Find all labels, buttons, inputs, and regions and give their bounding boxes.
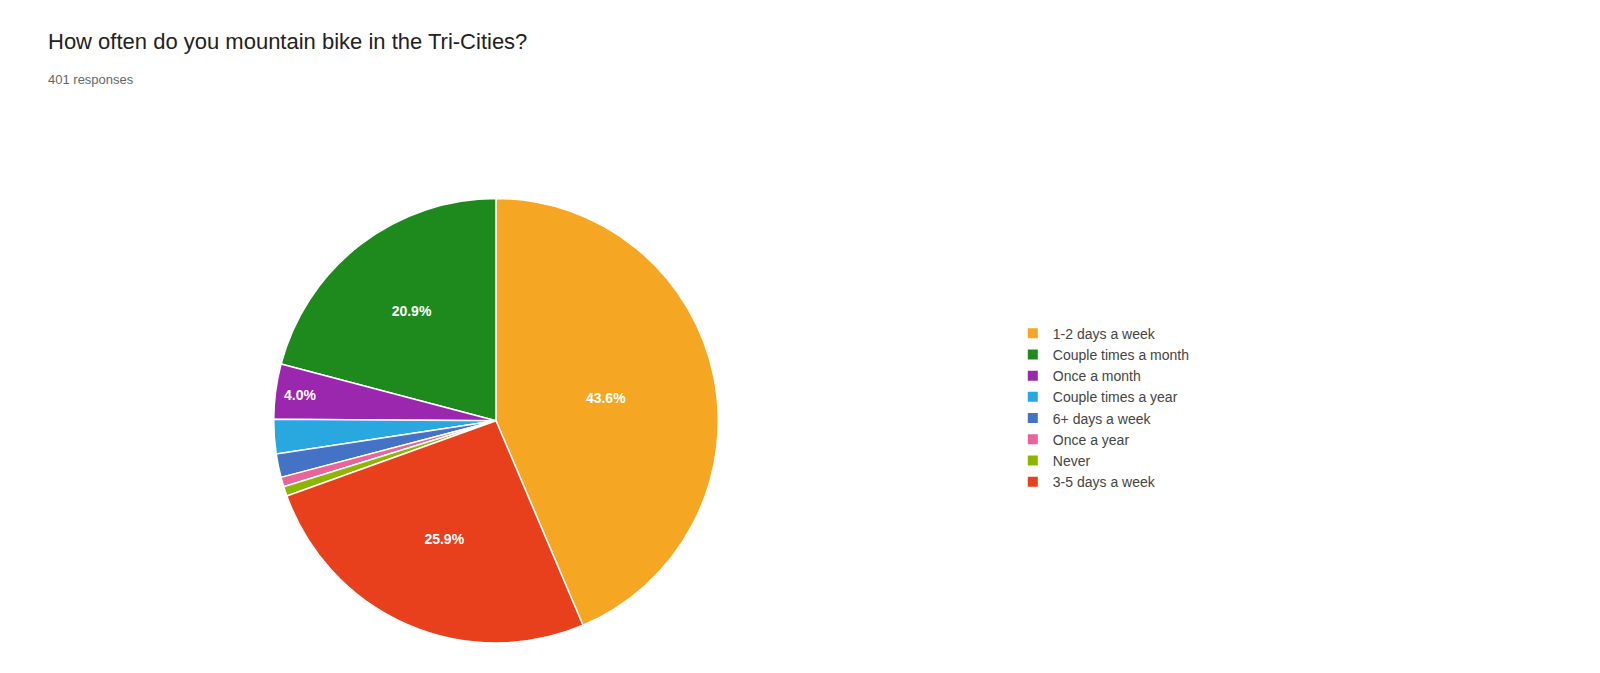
svg-text:Never: Never: [1053, 453, 1091, 469]
svg-text:20.9%: 20.9%: [392, 303, 432, 319]
svg-text:How often do you mountain bike: How often do you mountain bike in the Tr…: [48, 29, 527, 54]
svg-text:1-2 days a week: 1-2 days a week: [1053, 326, 1156, 342]
svg-text:3-5 days a week: 3-5 days a week: [1053, 474, 1156, 490]
svg-text:401 responses: 401 responses: [48, 72, 134, 87]
svg-text:43.6%: 43.6%: [586, 390, 626, 406]
svg-text:25.9%: 25.9%: [424, 531, 464, 547]
svg-text:Couple times a month: Couple times a month: [1053, 347, 1189, 363]
svg-text:Couple times a year: Couple times a year: [1053, 389, 1178, 405]
svg-text:Once a month: Once a month: [1053, 368, 1141, 384]
svg-text:Once a year: Once a year: [1053, 432, 1130, 448]
svg-text:4.0%: 4.0%: [284, 387, 316, 403]
svg-text:6+ days a week: 6+ days a week: [1053, 411, 1152, 427]
